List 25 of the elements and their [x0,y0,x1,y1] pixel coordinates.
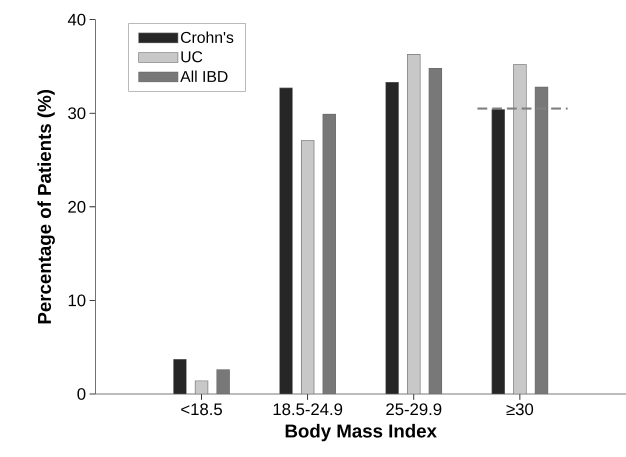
bar [428,68,442,394]
bar [407,54,420,394]
x-tick-label: 18.5-24.9 [274,403,342,416]
x-tick-label: 25-29.9 [386,403,442,416]
x-axis-title: Body Mass Index [286,424,437,442]
x-tick-label: <18.5 [181,403,222,416]
y-tick-label: 0 [77,388,86,400]
bar [513,64,527,394]
bar [194,380,208,394]
bar [279,88,293,394]
bar [322,114,336,394]
legend-label: All IBD [180,70,228,82]
bar [492,109,505,394]
x-tick-label: ≥30 [506,403,534,416]
y-tick-label: 40 [68,14,86,26]
y-tick-label: 10 [68,294,86,306]
bar [173,359,187,394]
bar [216,369,230,394]
y-tick-label: 30 [68,107,86,120]
legend-label: UC [181,51,202,62]
bar [300,140,314,394]
legend-label: Crohn's [181,32,234,44]
bar [385,82,399,394]
y-tick-label: 20 [68,200,86,213]
y-axis-title: Percentage of Patients (%) [37,90,55,324]
